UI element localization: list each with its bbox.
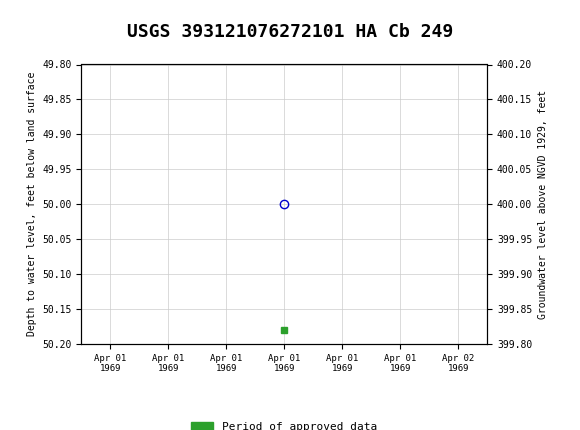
Text: USGS 393121076272101 HA Cb 249: USGS 393121076272101 HA Cb 249 bbox=[127, 23, 453, 41]
Text: USGS: USGS bbox=[49, 17, 104, 35]
Legend: Period of approved data: Period of approved data bbox=[187, 418, 382, 430]
Y-axis label: Depth to water level, feet below land surface: Depth to water level, feet below land su… bbox=[27, 72, 37, 336]
Y-axis label: Groundwater level above NGVD 1929, feet: Groundwater level above NGVD 1929, feet bbox=[538, 90, 548, 319]
